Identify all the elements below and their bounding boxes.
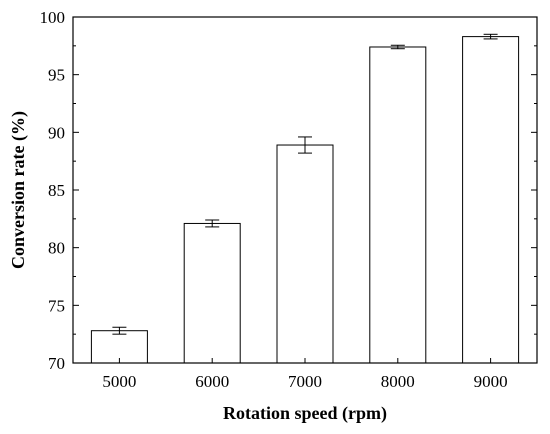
bar-7000 — [276, 144, 334, 364]
x-tick-label-7000: 7000 — [288, 372, 322, 391]
bar-9000 — [462, 36, 520, 364]
bar-8000 — [369, 46, 427, 364]
bar-6000 — [183, 222, 241, 364]
y-tick-label-80: 80 — [48, 239, 65, 258]
y-tick-labels: 70 75 80 85 90 95 100 — [40, 8, 66, 373]
y-tick-label-75: 75 — [48, 296, 65, 315]
bars — [90, 36, 520, 364]
y-tick-label-95: 95 — [48, 66, 65, 85]
error-bars — [112, 33, 498, 335]
bar-5000 — [90, 330, 148, 364]
y-tick-label-85: 85 — [48, 181, 65, 200]
x-tick-label-8000: 8000 — [381, 372, 415, 391]
x-tick-label-5000: 5000 — [102, 372, 136, 391]
x-tick-label-9000: 9000 — [474, 372, 508, 391]
x-tick-label-6000: 6000 — [195, 372, 229, 391]
y-tick-label-90: 90 — [48, 123, 65, 142]
plot-frame — [72, 16, 538, 364]
y-tick-label-100: 100 — [40, 8, 66, 27]
y-axis-title: Conversion rate (%) — [8, 111, 29, 269]
x-axis-title: Rotation speed (rpm) — [223, 403, 387, 424]
y-tick-label-70: 70 — [48, 354, 65, 373]
x-tick-labels: 5000 6000 7000 8000 9000 — [102, 372, 507, 391]
